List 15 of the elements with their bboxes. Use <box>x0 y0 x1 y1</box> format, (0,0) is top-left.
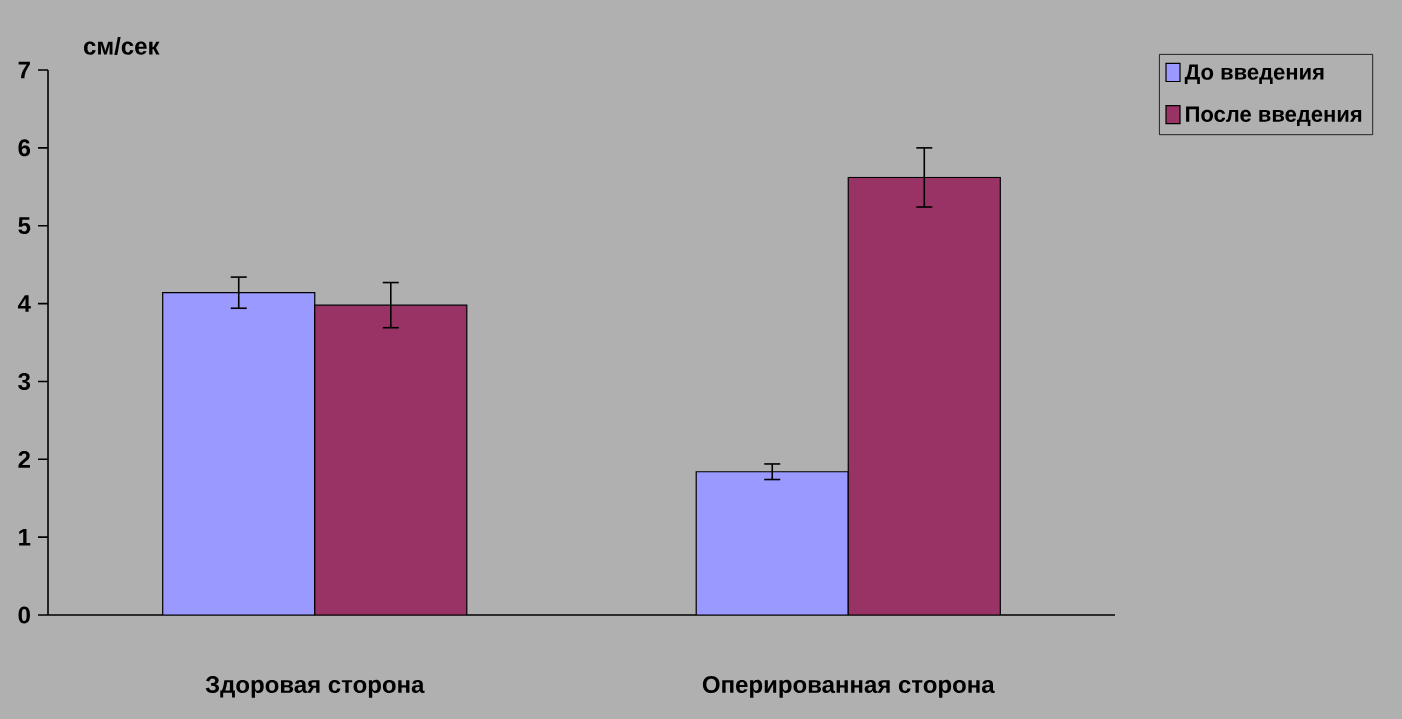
bar <box>162 292 316 615</box>
y-axis-title: см/сек <box>84 37 160 55</box>
y-tick-label: 7 <box>18 61 30 79</box>
x-tick-label: Здоровая сторона <box>205 676 425 698</box>
y-tick-label: 1 <box>19 528 31 546</box>
y-tick-label: 0 <box>18 606 30 624</box>
legend-label: До введения <box>1184 64 1324 84</box>
bar <box>695 471 849 615</box>
y-tick-label: 2 <box>18 450 30 468</box>
y-tick-label: 4 <box>17 295 31 312</box>
x-tick-label: Оперированная сторона <box>702 676 995 698</box>
legend-label: После введения <box>1186 106 1362 127</box>
y-tick-label: 6 <box>18 139 31 157</box>
y-tick-label: 5 <box>18 217 31 235</box>
y-tick-label: 3 <box>18 372 31 390</box>
